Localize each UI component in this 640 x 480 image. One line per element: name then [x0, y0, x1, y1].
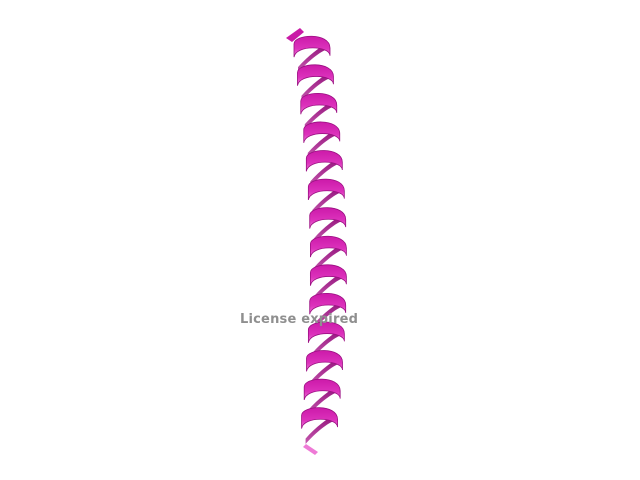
helix-front-ribbon: [310, 235, 347, 258]
helix-turns: [286, 28, 347, 455]
helix-back-strand: [314, 242, 345, 273]
helix-back-strand: [314, 270, 345, 302]
helix-back-strand: [298, 42, 328, 73]
helix-back-strand: [308, 384, 339, 416]
helix-front-ribbon: [306, 350, 343, 372]
helix-back-strand: [307, 127, 338, 159]
helix-back-strand: [304, 99, 335, 130]
helix-n-terminus: [286, 28, 304, 42]
helix-front-ribbon: [297, 64, 334, 86]
helix-back-strand: [313, 213, 344, 244]
helix-front-ribbon: [309, 292, 347, 315]
helix-back-strand: [301, 70, 332, 102]
license-watermark: License expired: [240, 312, 359, 327]
helix-c-terminus: [303, 444, 318, 455]
helix-back-strand: [313, 299, 344, 330]
helix-front-ribbon: [300, 92, 338, 115]
helix-back-strand: [305, 413, 336, 444]
helix-back-strand: [312, 327, 343, 359]
helix-front-ribbon: [305, 150, 343, 172]
helix-front-ribbon: [303, 378, 341, 401]
helix-back-strand: [312, 184, 343, 216]
helix-back-strand: [310, 156, 341, 187]
helix-front-ribbon: [307, 178, 345, 201]
helix-back-strand: [310, 356, 341, 387]
